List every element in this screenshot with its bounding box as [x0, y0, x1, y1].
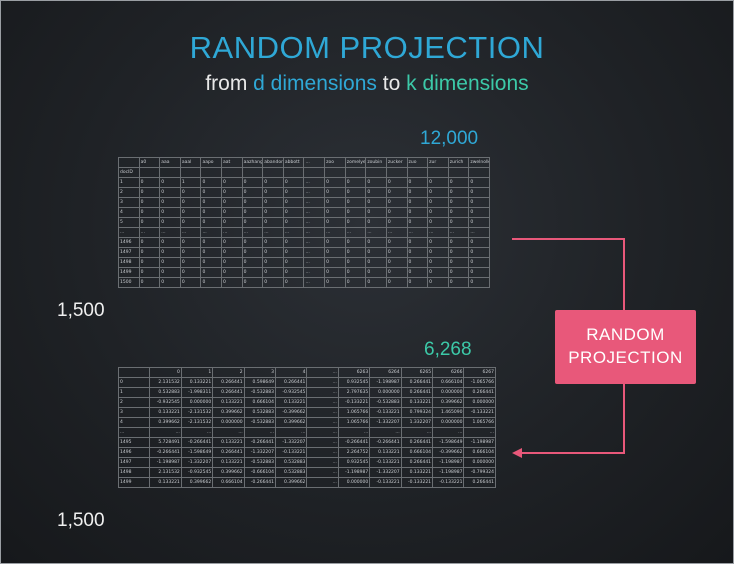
- top-row-count: 1,500: [57, 300, 105, 321]
- box-line-2: PROJECTION: [568, 348, 683, 367]
- table-row: 1496 -0.266441 -1.598649 0.266441 -1.332207-…: [117, 447, 496, 458]
- table-cell: -0.266441: [243, 477, 277, 488]
- table-row: 1499 0.133221 0.399662 0.666104 -0.266441 0.3…: [117, 477, 496, 488]
- bottom-column-count: 6,268: [424, 339, 472, 360]
- table-cell: 0.266441: [463, 477, 496, 488]
- table-cell: 0.399662: [275, 477, 308, 488]
- slide-subtitle: from d dimensions to k dimensions: [0, 72, 734, 96]
- table-cell: -0.133221: [400, 477, 434, 488]
- table-row: 0 2.131532 0.133221 0.266441 0.598649 0.26644…: [117, 377, 496, 388]
- table-row: 1495 5.728491 -0.266441 0.133221 -0.266441 -1…: [117, 437, 496, 448]
- subtitle-d-dimensions: d dimensions: [253, 72, 377, 95]
- table-row: 3 0.133221 -2.131532 0.399662 0.532883 -0.399…: [117, 407, 496, 418]
- box-line-1: RANDOM: [586, 325, 665, 344]
- table-cell: -0.133221: [369, 477, 402, 488]
- random-projection-box: RANDOM PROJECTION: [555, 310, 696, 384]
- table-row: ........................................…: [118, 227, 490, 238]
- arrow-out-line: [520, 384, 625, 454]
- table-row: 1500 0 0 0 0 0 0 0 0... 0 0 0 0 0 0 0 0: [118, 277, 490, 288]
- table-cell: ...: [306, 477, 339, 488]
- arrow-head-icon: [512, 448, 522, 458]
- slide-title: RANDOM PROJECTION: [189, 30, 545, 65]
- table-cell: -0.133221: [432, 477, 465, 488]
- table-cell: 0.000000: [337, 477, 371, 488]
- table-row: 1496 0 0 0 0 0 0 0 0... 0 0 0 0 0 0 0 0: [118, 237, 490, 248]
- table-row: 2 -0.932545 0.000000 0.133221 0.666104 0.1332…: [117, 397, 496, 408]
- subtitle-k-dimensions: k dimensions: [406, 72, 529, 95]
- table-cell: 0: [468, 277, 490, 288]
- bottom-row-count: 1,500: [57, 510, 105, 531]
- top-column-count: 12,000: [420, 128, 479, 149]
- subtitle-from: from: [205, 72, 248, 95]
- term-document-matrix: a0aaaaaalaapoaataazhangabandonmentabbott…: [118, 157, 490, 288]
- arrow-in-line: [512, 238, 625, 310]
- table-row: 3 0 0 0 0 0 0 0 0... 0 0 0 0 0 0 0 0: [118, 197, 490, 208]
- table-row: 1497 0 0 0 0 0 0 0 0... 0 0 0 0 0 0 0 0: [118, 247, 490, 258]
- table-row: 1497 -1.198987 -1.332207 0.133221 -0.532883 0…: [117, 457, 496, 468]
- subtitle-to: to: [382, 72, 401, 95]
- projected-matrix: 0 1 2 3 4... 6263 6264 6265 6266 6267 0 2.131532 0.1…: [117, 367, 496, 488]
